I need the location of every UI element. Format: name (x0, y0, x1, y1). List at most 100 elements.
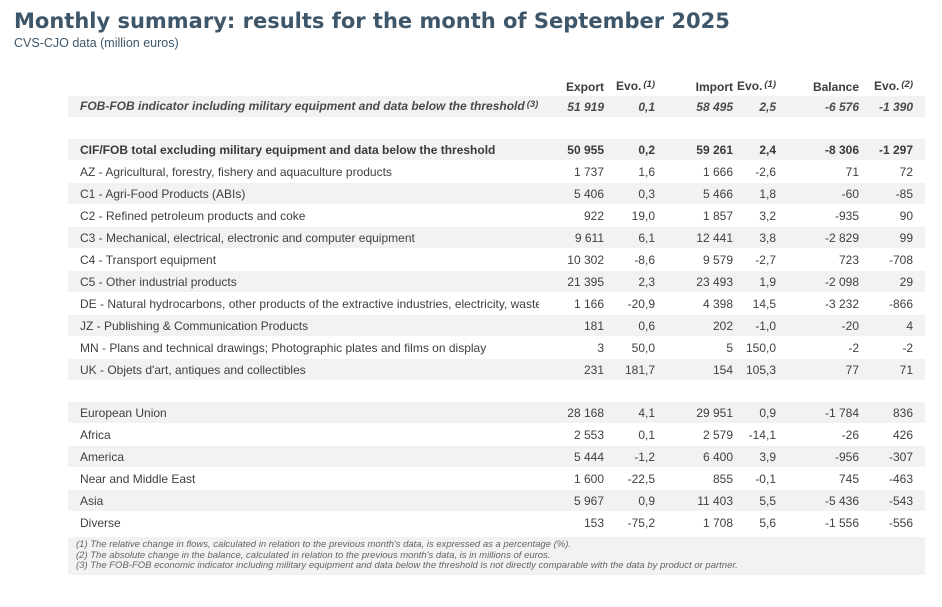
cell-evo-import: -0,1 (755, 472, 776, 486)
row-label: C4 - Transport equipment (80, 249, 539, 271)
cell-evo-balance: 71 (899, 363, 913, 377)
row-label: UK - Objets d'art, antiques and collecti… (80, 359, 539, 381)
cell-evo-balance: 836 (892, 406, 913, 420)
column-header-evo-import: Evo. (1) (733, 77, 776, 97)
cell-evo-import: 2,4 (759, 143, 776, 157)
cell-evo-export: 0,2 (638, 143, 655, 157)
row-label: MN - Plans and technical drawings; Photo… (80, 337, 539, 359)
cell-import: 12 441 (696, 231, 733, 245)
cell-evo-import: 14,5 (752, 297, 776, 311)
row-label-text: Africa (80, 428, 111, 442)
cell-evo-export: 0,9 (638, 494, 655, 508)
cell-import: 29 951 (696, 406, 733, 420)
cell-import: 1 666 (702, 165, 733, 179)
row-label-text: Asia (80, 494, 104, 508)
cell-balance: -26 (841, 428, 859, 442)
cell-evo-import: -14,1 (748, 428, 776, 442)
cell-balance: -2 (848, 341, 859, 355)
cell-evo-import: 5,5 (759, 494, 776, 508)
cell-import: 2 579 (702, 428, 733, 442)
cell-export: 1 737 (573, 165, 604, 179)
column-header-label: Evo. (874, 79, 900, 93)
row-label: DE - Natural hydrocarbons, other product… (80, 293, 539, 315)
table-row-product: C4 - Transport equipment 10 302 -8,6 9 579 -… (68, 249, 925, 271)
table-row-product: AZ - Agricultural, forestry, fishery and… (68, 161, 925, 183)
row-label: America (80, 446, 539, 468)
page-subtitle: CVS-CJO data (million euros) (14, 36, 179, 50)
cell-evo-import: 3,9 (759, 450, 776, 464)
cell-export: 181 (583, 319, 604, 333)
column-header-label: Evo. (616, 79, 642, 93)
row-label: C5 - Other industrial products (80, 271, 539, 293)
row-label-text: Diverse (80, 516, 121, 530)
footnotes-block: (1) The relative change in flows, calcul… (68, 537, 925, 575)
cell-evo-import: 3,8 (759, 231, 776, 245)
cell-evo-balance: 4 (906, 319, 913, 333)
cell-evo-export: -20,9 (627, 297, 655, 311)
cell-evo-export: 0,1 (638, 100, 655, 114)
cell-balance: -935 (834, 209, 859, 223)
cell-evo-import: -2,7 (755, 253, 776, 267)
cell-evo-balance: -85 (895, 187, 913, 201)
row-label-text: Near and Middle East (80, 472, 196, 486)
cell-evo-import: 1,8 (759, 187, 776, 201)
cell-export: 50 955 (567, 143, 604, 157)
row-label-text: MN - Plans and technical drawings; Photo… (80, 341, 487, 355)
column-header-import: Import (655, 78, 733, 97)
cell-balance: -6 576 (824, 100, 859, 114)
cell-evo-balance: 29 (899, 275, 913, 289)
row-label: Asia (80, 490, 539, 512)
cell-export: 5 967 (573, 494, 604, 508)
cell-balance: -1 784 (824, 406, 859, 420)
column-header-label: Export (565, 79, 604, 94)
column-header-evo-balance: Evo. (2) (859, 77, 913, 97)
row-label: AZ - Agricultural, forestry, fishery and… (80, 161, 539, 183)
cell-export: 10 302 (567, 253, 604, 267)
table-row-product: C2 - Refined petroleum products and coke… (68, 205, 925, 227)
row-label: Africa (80, 424, 539, 446)
cell-evo-balance: 72 (899, 165, 913, 179)
column-header-label: Import (695, 79, 733, 94)
cell-evo-import: 150,0 (745, 341, 776, 355)
cell-balance: 71 (845, 165, 859, 179)
table-row-region: Diverse 153 -75,2 1 708 5,6 -1 556 -556 (68, 512, 925, 534)
column-header-footnote-ref: (1) (643, 79, 655, 90)
cell-export: 3 (597, 341, 604, 355)
row-label-text: JZ - Publishing & Communication Products (80, 319, 309, 333)
column-header-footnote-ref: (1) (764, 79, 776, 90)
cell-balance: 77 (845, 363, 859, 377)
cell-balance: -2 098 (824, 275, 859, 289)
table-row-product: C5 - Other industrial products 21 395 2,3 2… (68, 271, 925, 293)
row-label: FOB-FOB indicator including military equ… (80, 95, 539, 119)
row-label: JZ - Publishing & Communication Products (80, 315, 539, 337)
row-label: C2 - Refined petroleum products and coke (80, 205, 539, 227)
table-row-region: Africa 2 553 0,1 2 579 -14,1 -26 426 (68, 424, 925, 446)
cell-evo-balance: -866 (888, 297, 913, 311)
cell-evo-export: 181,7 (624, 363, 655, 377)
cell-balance: -956 (834, 450, 859, 464)
cell-evo-export: 0,1 (638, 428, 655, 442)
cell-export: 51 919 (567, 100, 604, 114)
section-gap (68, 118, 925, 139)
cell-evo-export: -22,5 (627, 472, 655, 486)
cell-export: 2 553 (573, 428, 604, 442)
cell-export: 5 406 (573, 187, 604, 201)
cell-evo-import: -1,0 (755, 319, 776, 333)
row-label-text: America (80, 450, 125, 464)
cell-balance: -60 (841, 187, 859, 201)
footnote-line: (1) The relative change in flows, calcul… (76, 540, 572, 550)
cell-evo-export: 2,3 (638, 275, 655, 289)
cell-import: 23 493 (696, 275, 733, 289)
cell-import: 11 403 (697, 494, 733, 508)
page-title: Monthly summary: results for the month o… (14, 9, 730, 33)
cell-balance: -20 (841, 319, 859, 333)
row-label-text: C3 - Mechanical, electrical, electronic … (80, 231, 415, 245)
cell-evo-export: 6,1 (638, 231, 655, 245)
table-row-fob-indicator: FOB-FOB indicator including military equ… (68, 96, 925, 118)
cell-evo-export: 19,0 (631, 209, 655, 223)
row-label-text: C5 - Other industrial products (80, 275, 237, 289)
table-row-product: DE - Natural hydrocarbons, other product… (68, 293, 925, 315)
cell-evo-balance: 90 (899, 209, 913, 223)
row-label: European Union (80, 402, 539, 424)
cell-evo-export: 0,6 (638, 319, 655, 333)
